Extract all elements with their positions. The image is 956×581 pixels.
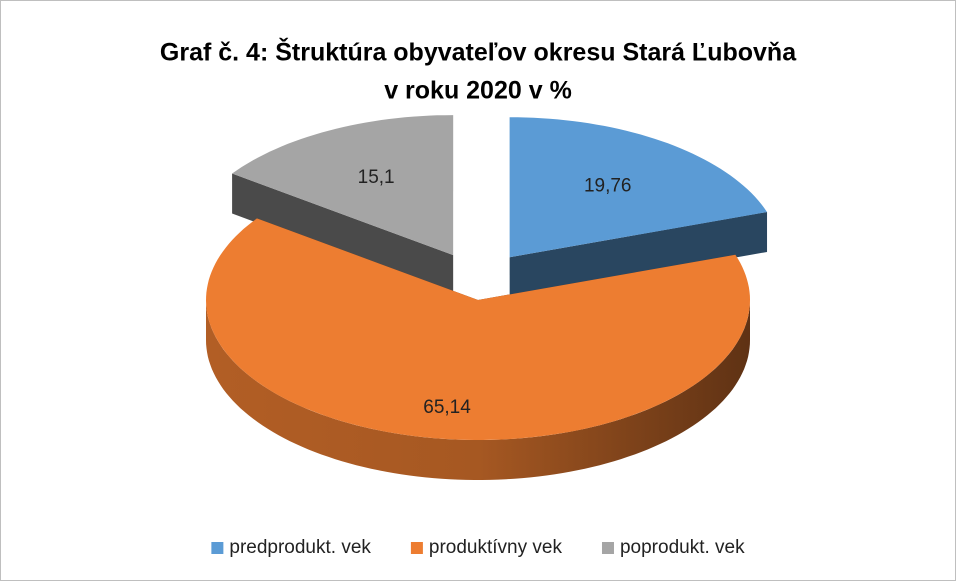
slice-top [509,117,767,258]
legend-swatch [211,542,224,554]
chart-title: Graf č. 4: Štruktúra obyvateľov okresu S… [160,37,797,67]
pie-slice [509,117,768,298]
pie-slice [232,115,454,296]
pie-slice [206,218,750,480]
slice-side [509,211,768,298]
legend-label: produktívny vek [429,537,563,558]
slice-top [232,115,454,256]
pie: 19,76 65,14 15,1 [206,115,768,480]
legend-swatch [410,542,423,554]
legend: predprodukt. vek produktívny vek poprodukt… [211,537,745,558]
chart-title: v roku 2020 v % [384,77,572,105]
slice-wall [206,300,750,480]
legend-label: predprodukt. vek [229,537,371,558]
data-label: 15,1 [358,167,395,188]
slice-side [232,173,454,296]
slice-top [206,218,750,440]
data-label: 19,76 [584,176,632,197]
data-label: 65,14 [423,397,471,418]
legend-label: poprodukt. vek [620,537,745,558]
legend-swatch [601,542,614,554]
